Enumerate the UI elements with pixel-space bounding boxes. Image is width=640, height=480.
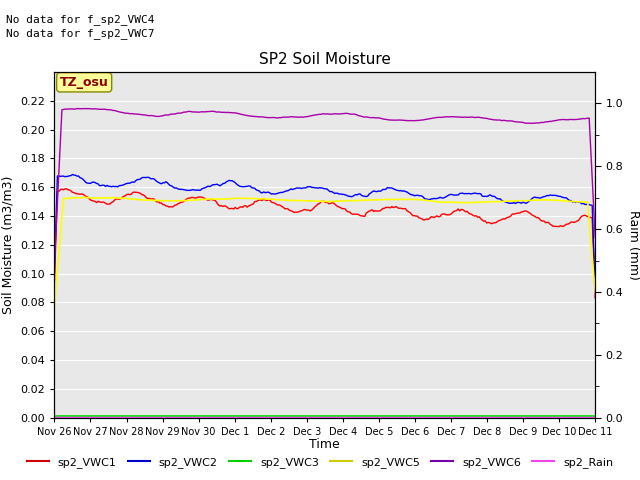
Legend: sp2_VWC1, sp2_VWC2, sp2_VWC3, sp2_VWC5, sp2_VWC6, sp2_Rain: sp2_VWC1, sp2_VWC2, sp2_VWC3, sp2_VWC5, … xyxy=(22,452,618,472)
Text: No data for f_sp2_VWC4: No data for f_sp2_VWC4 xyxy=(6,13,155,24)
Title: SP2 Soil Moisture: SP2 Soil Moisture xyxy=(259,52,391,67)
X-axis label: Time: Time xyxy=(309,438,340,451)
Y-axis label: Soil Moisture (m3/m3): Soil Moisture (m3/m3) xyxy=(2,176,15,314)
Text: TZ_osu: TZ_osu xyxy=(60,76,109,89)
Text: No data for f_sp2_VWC7: No data for f_sp2_VWC7 xyxy=(6,28,155,39)
Y-axis label: Raim (mm): Raim (mm) xyxy=(627,210,640,280)
